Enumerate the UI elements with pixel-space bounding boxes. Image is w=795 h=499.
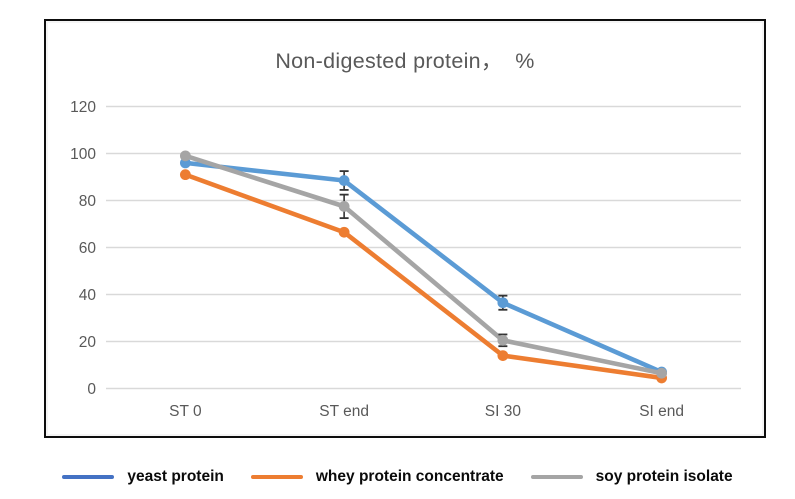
y-tick-label: 120 [70, 99, 96, 116]
y-tick-label: 20 [79, 334, 97, 351]
y-tick-label: 60 [79, 240, 97, 257]
data-point-marker-soy-protein-isolate [338, 200, 350, 212]
legend-item-whey-protein-concentrate: whey protein concentrate [250, 468, 504, 486]
x-category-label: SI end [639, 403, 684, 420]
x-category-label: ST 0 [169, 403, 202, 420]
data-point-marker-yeast-protein [497, 297, 509, 309]
y-tick-label: 40 [79, 287, 97, 304]
data-point-marker-soy-protein-isolate [497, 334, 509, 346]
legend-label: soy protein isolate [595, 468, 733, 485]
y-tick-label: 100 [70, 146, 96, 163]
series-line-yeast-protein [183, 160, 664, 375]
legend-item-yeast-protein: yeast protein [62, 468, 224, 486]
chart-legend: yeast protein whey protein concentrate soy… [0, 462, 795, 492]
x-category-label: ST end [319, 403, 369, 420]
x-category-label: SI 30 [485, 403, 522, 420]
data-point-marker-whey-protein-concentrate [497, 350, 509, 361]
data-point-marker-yeast-protein [338, 175, 350, 186]
data-point-marker-soy-protein-isolate [179, 150, 191, 162]
legend-swatch [250, 475, 303, 479]
y-tick-label: 80 [79, 193, 97, 210]
legend-item-soy-protein-isolate: soy protein isolate [530, 468, 733, 486]
series-line-whey-protein-concentrate [183, 172, 664, 381]
data-point-marker-whey-protein-concentrate [179, 169, 191, 181]
legend-label: whey protein concentrate [315, 468, 504, 485]
data-point-marker-soy-protein-isolate [656, 367, 668, 379]
legend-label: yeast protein [127, 468, 224, 485]
legend-swatch [530, 475, 583, 479]
series-line-soy-protein-isolate [183, 153, 664, 376]
chart-title: Non-digested protein， % [275, 49, 535, 73]
data-point-marker-whey-protein-concentrate [338, 226, 350, 238]
legend-swatch [62, 475, 115, 479]
y-tick-label: 0 [87, 381, 96, 398]
